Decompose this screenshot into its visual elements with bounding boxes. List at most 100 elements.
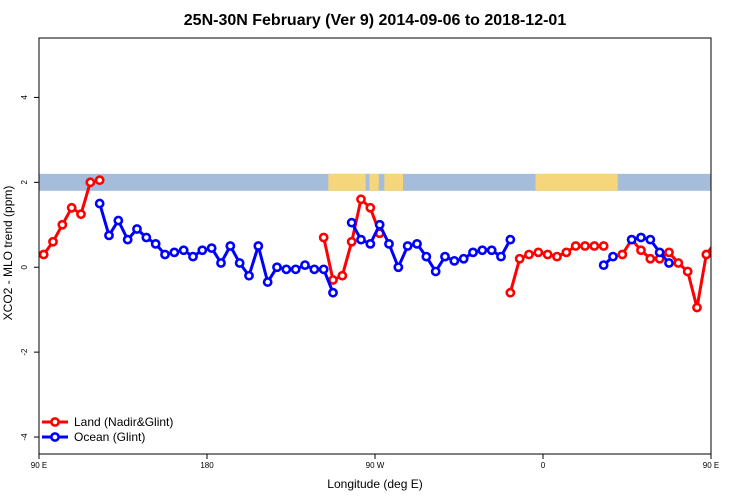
data-point-land — [682, 266, 693, 277]
data-point-land — [57, 219, 68, 230]
data-point-ocean — [262, 277, 273, 287]
data-point-land — [48, 236, 58, 247]
data-point-land — [505, 287, 516, 298]
data-point-land — [94, 175, 105, 186]
data-point-land — [318, 232, 329, 243]
data-point-ocean — [477, 245, 488, 256]
data-point-ocean — [626, 234, 637, 245]
data-point-land — [570, 241, 581, 251]
data-point-land — [701, 249, 711, 260]
land-strip-segment — [384, 173, 403, 191]
data-point-land — [710, 240, 711, 244]
data-point-ocean — [178, 245, 189, 256]
y-tick-label: -2 — [20, 348, 29, 356]
data-point-ocean — [281, 264, 292, 275]
data-point-land — [85, 177, 96, 188]
data-point-land — [76, 209, 86, 220]
data-point-land — [589, 241, 600, 251]
data-point-ocean — [356, 234, 366, 245]
legend-swatch-point — [50, 417, 60, 427]
data-point-ocean — [412, 238, 422, 249]
x-axis-label: Longitude (deg E) — [327, 477, 422, 491]
data-point-ocean — [244, 270, 254, 281]
data-point-ocean — [300, 260, 310, 271]
legend-item-land: Land (Nadir&Glint) — [42, 415, 173, 429]
y-tick-label: 4 — [20, 95, 29, 100]
data-point-land — [740, 211, 747, 218]
data-point-land — [39, 249, 49, 260]
land-strip-segment — [535, 173, 618, 191]
data-point-ocean — [160, 249, 170, 260]
series-land-line — [621, 238, 711, 310]
land-strip-segment — [369, 173, 379, 191]
data-point-land — [552, 251, 562, 262]
legend: Land (Nadir&Glint)Ocean (Glint) — [42, 415, 173, 444]
data-point-ocean — [393, 262, 404, 273]
land-ocean-strip — [39, 173, 711, 191]
data-point-ocean — [318, 264, 329, 275]
data-point-ocean — [104, 230, 114, 241]
series-ocean — [94, 198, 674, 298]
legend-swatch-point — [50, 432, 60, 442]
y-axis-label: XCO2 - MLO trend (ppm) — [1, 186, 15, 321]
data-point-ocean — [458, 253, 469, 264]
legend-label: Ocean (Glint) — [74, 430, 145, 444]
data-point-ocean — [150, 238, 161, 249]
data-point-ocean — [132, 224, 142, 234]
data-point-land — [365, 202, 376, 213]
data-point-land — [636, 245, 646, 256]
data-point-ocean — [197, 245, 208, 256]
data-point-ocean — [440, 251, 450, 262]
x-tick-label: 180 — [200, 461, 214, 470]
data-point-ocean — [290, 264, 301, 275]
data-point-ocean — [234, 258, 245, 268]
data-point-land — [645, 253, 656, 264]
data-point-land — [580, 241, 590, 251]
data-point-ocean — [421, 251, 432, 262]
data-point-land — [731, 204, 738, 211]
legend-label: Land (Nadir&Glint) — [74, 415, 173, 429]
data-point-land — [664, 247, 674, 258]
series-layer — [39, 175, 747, 313]
data-point-land — [617, 249, 628, 260]
data-point-ocean — [225, 241, 236, 251]
data-point-land — [346, 236, 357, 247]
data-point-ocean — [206, 243, 217, 254]
data-point-ocean — [365, 238, 376, 249]
data-point-ocean — [598, 260, 609, 271]
series-land — [39, 175, 747, 313]
data-point-ocean — [113, 215, 124, 226]
data-point-ocean — [636, 232, 646, 243]
data-point-ocean — [122, 234, 133, 245]
data-point-ocean — [374, 219, 385, 230]
y-tick-label: -4 — [20, 433, 29, 441]
y-tick-label: 2 — [20, 180, 29, 185]
data-point-ocean — [402, 241, 413, 251]
data-point-ocean — [496, 251, 506, 262]
data-point-land — [692, 302, 702, 313]
data-point-land — [542, 249, 553, 260]
x-axis: 90 E 180 90 W 0 90 E — [31, 454, 719, 470]
x-tick-label: 90 E — [703, 461, 719, 470]
legend-item-ocean: Ocean (Glint) — [42, 430, 145, 444]
y-axis: -4 -2 0 2 4 — [20, 95, 39, 441]
data-point-ocean — [272, 262, 282, 273]
data-point-ocean — [645, 234, 656, 245]
x-tick-label: 0 — [541, 461, 546, 470]
data-point-ocean — [468, 247, 478, 258]
data-point-land — [598, 241, 609, 251]
land-strip-segment — [328, 173, 366, 191]
data-point-ocean — [188, 251, 198, 262]
data-point-land — [524, 249, 534, 260]
y-tick-label: 0 — [20, 264, 29, 269]
data-point-land — [337, 270, 348, 281]
data-point-ocean — [216, 258, 226, 268]
data-point-land — [673, 258, 684, 268]
data-point-ocean — [608, 251, 618, 262]
data-point-ocean — [654, 247, 665, 258]
data-point-ocean — [253, 241, 264, 251]
data-point-land — [66, 202, 77, 213]
data-point-ocean — [449, 255, 460, 266]
data-point-land — [721, 221, 728, 228]
x-tick-label: 90 E — [31, 461, 47, 470]
